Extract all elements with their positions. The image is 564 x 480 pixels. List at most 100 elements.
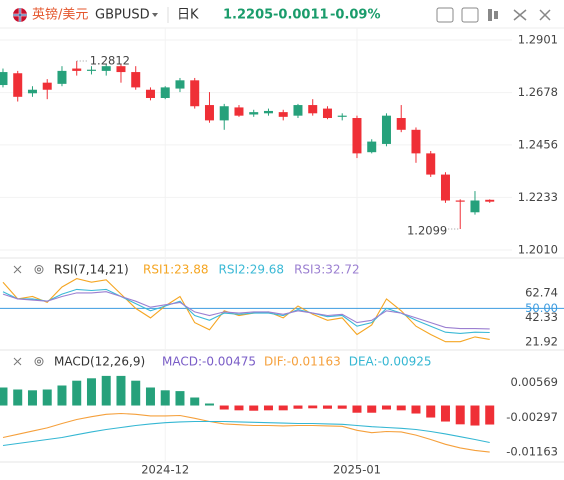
candle-body <box>426 153 436 175</box>
x-tick-label: 2025-01 <box>333 463 381 477</box>
macd-bar <box>440 405 450 422</box>
candle-body <box>470 200 480 213</box>
indicator-line <box>2 412 490 453</box>
candle-body <box>101 66 111 71</box>
macd-bar <box>86 378 96 406</box>
pair-name[interactable]: 英镑/美元 <box>32 7 88 23</box>
legend-entry: RSI3:32.72 <box>294 263 360 277</box>
macd-bar <box>72 380 82 406</box>
macd-bar <box>160 390 170 406</box>
candle-body <box>145 89 155 98</box>
candle-body <box>27 89 37 94</box>
macd-bar <box>219 405 229 410</box>
macd-bar <box>293 405 303 409</box>
y-tick-label: 1.2456 <box>518 137 558 151</box>
max-label: 1.2812 <box>90 53 130 67</box>
macd-bar <box>396 405 406 411</box>
flag-icon <box>13 8 27 22</box>
macd-bar <box>0 387 8 406</box>
y-tick-label: 1.2233 <box>518 190 558 204</box>
y-tick-label: 1.2010 <box>518 242 558 256</box>
indicator-line <box>2 420 490 447</box>
candle-body <box>411 129 421 154</box>
macd-bar <box>190 397 200 406</box>
macd-bar <box>426 405 436 418</box>
macd-bar <box>145 387 155 406</box>
macd-bar <box>322 405 332 409</box>
macd-bar <box>101 375 111 406</box>
legend-entry: MACD:-0.00475 <box>162 355 256 369</box>
macd-bar <box>204 403 214 406</box>
macd-bar <box>337 405 347 409</box>
price: 1.2205 <box>223 8 273 23</box>
candle-body <box>278 112 288 117</box>
macd-bar <box>13 389 23 406</box>
candle-body <box>190 80 200 107</box>
macd-bar <box>234 405 244 411</box>
candle-body <box>308 105 318 114</box>
y-tick-label: 1.2678 <box>518 85 558 99</box>
dropdown-arrow[interactable] <box>152 13 158 17</box>
y-tick-label: 42.33 <box>525 310 558 324</box>
candle-body <box>381 115 391 144</box>
candle-body <box>263 110 273 114</box>
macd-bar <box>352 405 362 413</box>
x-tick-label: 2024-12 <box>141 463 189 477</box>
y-tick-label: 21.92 <box>525 334 558 348</box>
rsi-title: RSI(7,14,21) <box>54 263 129 277</box>
indicator-line <box>2 278 490 343</box>
candle-body <box>13 73 23 97</box>
macd-icons[interactable] <box>13 357 44 366</box>
indicator-line <box>2 291 490 330</box>
candle-body <box>455 200 465 202</box>
candle-body <box>234 107 244 116</box>
y-tick-label: -0.00297 <box>506 410 558 424</box>
macd-bar <box>367 405 377 413</box>
legend-entry: RSI1:23.88 <box>143 263 209 277</box>
candle-body <box>160 87 170 98</box>
macd-bar <box>27 390 37 406</box>
candle-body <box>219 106 229 121</box>
y-tick-label: -0.01163 <box>506 445 558 459</box>
macd-bar <box>57 385 67 406</box>
candle-body <box>293 105 303 116</box>
toolbar[interactable] <box>436 7 551 23</box>
symbol[interactable]: GBPUSD <box>95 8 150 23</box>
candle-body <box>322 108 332 119</box>
change: -0.0011 <box>273 8 329 23</box>
macd-title: MACD(12,26,9) <box>54 355 145 369</box>
candle-body <box>42 82 52 90</box>
y-tick-label: 50.00 <box>525 301 558 315</box>
candle-body <box>440 174 450 201</box>
macd-bar <box>278 405 288 411</box>
indicator-line <box>2 288 490 334</box>
macd-bar <box>411 405 421 414</box>
legend-entry: RSI2:29.68 <box>219 263 285 277</box>
legend-entry: DEA:-0.00925 <box>349 355 432 369</box>
candle-body <box>57 70 67 84</box>
period[interactable]: 日K <box>177 8 199 23</box>
macd-bar <box>470 405 480 426</box>
macd-bar <box>42 389 52 406</box>
legend-entry: DIF:-0.01163 <box>264 355 341 369</box>
y-tick-label: 1.2901 <box>518 33 558 47</box>
macd-bar <box>116 375 126 406</box>
macd-bar <box>381 405 391 410</box>
rsi-icons[interactable] <box>13 265 44 274</box>
candle-body <box>72 68 82 71</box>
macd-bar <box>455 405 465 425</box>
candle-body <box>0 72 8 86</box>
y-tick-label: 62.74 <box>525 286 558 300</box>
candle-body <box>396 118 406 130</box>
candle-body <box>86 69 96 71</box>
macd-bar <box>308 405 318 409</box>
candle-body <box>352 118 362 154</box>
change-pct: -0.09% <box>330 8 381 23</box>
candle-body <box>485 199 495 202</box>
macd-bar <box>485 405 495 425</box>
min-label: 1.2099 <box>407 224 447 238</box>
macd-bar <box>249 405 259 411</box>
candle-body <box>116 66 126 73</box>
candle-body <box>367 141 377 153</box>
